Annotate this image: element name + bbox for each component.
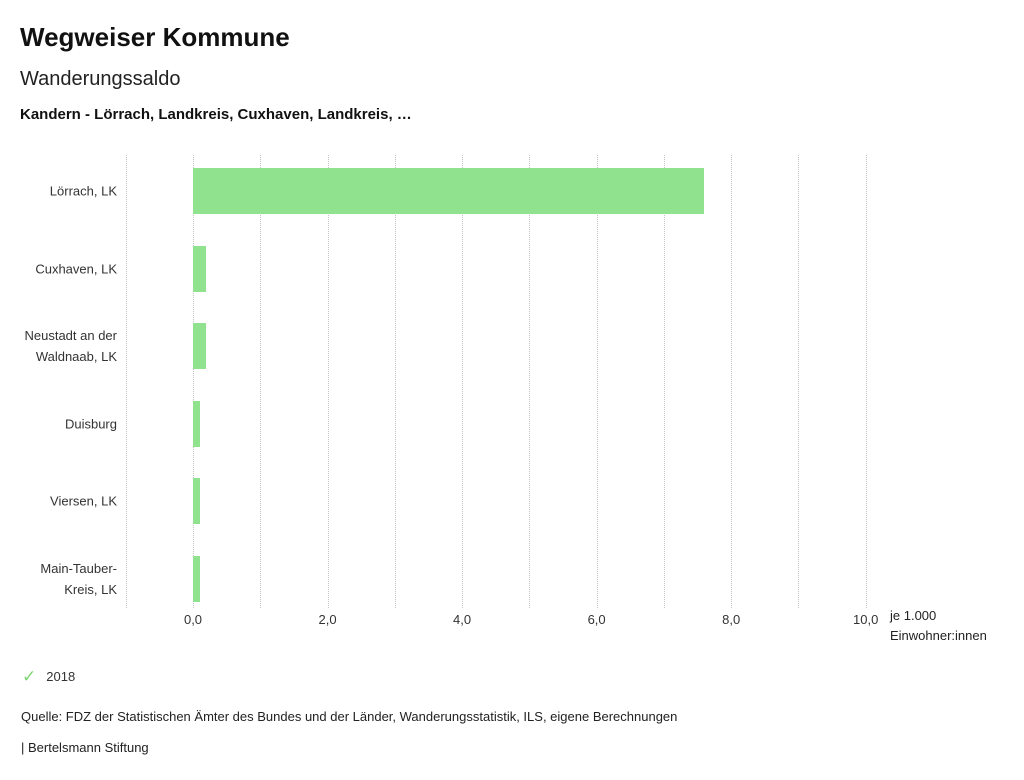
chart-title: Wanderungssaldo (20, 68, 181, 90)
bar-chart: je 1.000 Einwohner:innen Lörrach, LK Cuxh… (0, 155, 1024, 655)
gridline (327, 155, 329, 608)
gridline (596, 155, 598, 608)
category-label: Duisburg (64, 416, 117, 432)
gridline (260, 155, 262, 608)
gridline (529, 155, 531, 608)
axis-unit-line2: Einwohner:innen (890, 628, 987, 643)
bar[interactable] (193, 323, 207, 370)
gridline (125, 155, 127, 608)
x-tick-label: 4,0 (453, 612, 472, 627)
category-label: Cuxhaven, LK (35, 261, 117, 277)
x-tick-label: 0,0 (183, 612, 203, 627)
source-text: Quelle: FDZ der Statistischen Ämter des … (21, 709, 678, 724)
brand-text: | Bertelsmann Stiftung (21, 740, 149, 755)
bar[interactable] (193, 556, 200, 602)
chart-selection: Kandern - Lörrach, Landkreis, Cuxhaven, … (20, 106, 412, 123)
bar[interactable] (193, 168, 705, 214)
bar[interactable] (193, 478, 200, 525)
app-title: Wegweiser Kommune (20, 22, 290, 52)
x-tick-label: 2,0 (318, 612, 337, 627)
legend-year-label: 2018 (46, 669, 76, 684)
gridline (865, 155, 867, 608)
bar[interactable] (193, 400, 200, 447)
category-label: Lörrach, LK (49, 183, 117, 199)
category-label: Main-Tauber-Kreis, LK (40, 561, 117, 597)
x-tick-label: 8,0 (722, 612, 741, 627)
gridline (731, 155, 733, 608)
axis-unit-line1: je 1.000 (890, 608, 937, 623)
x-tick-label: 6,0 (587, 612, 606, 627)
category-label: Neustadt an der Waldnaab, LK (24, 328, 117, 365)
legend-item-2018[interactable]: ✓ 2018 (22, 668, 75, 685)
x-tick-label: 10,0 (853, 612, 879, 627)
category-label: Viersen, LK (50, 493, 117, 509)
check-icon: ✓ (22, 667, 37, 686)
gridline (798, 155, 800, 608)
gridline (462, 155, 464, 608)
axis-unit-label: je 1.000 Einwohner:innen (890, 606, 987, 646)
gridline (394, 155, 396, 608)
gridline (663, 155, 665, 608)
gridline (193, 155, 194, 608)
bar[interactable] (193, 245, 207, 292)
